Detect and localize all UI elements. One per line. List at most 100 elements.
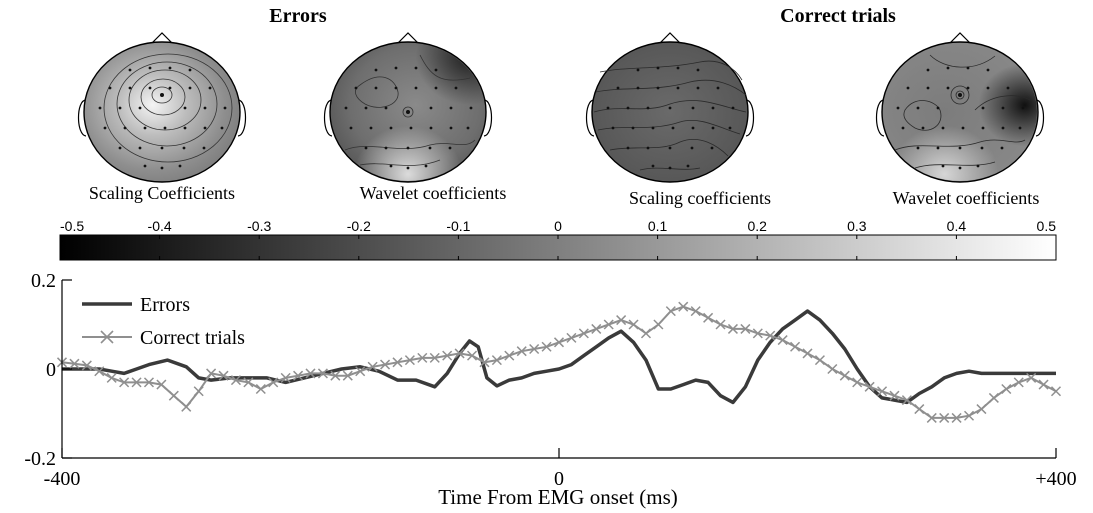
colorbar-tick-label: -0.1	[446, 218, 470, 234]
y-tick-label: 0.2	[31, 270, 56, 292]
correct-trials-point	[206, 368, 217, 379]
correct-trials-point	[976, 404, 987, 415]
line-chart: 0.20-0.2-400 0 +400 Errors Correct trials …	[24, 270, 1076, 509]
correct-trials-point	[305, 368, 316, 379]
correct-trials-point	[367, 361, 378, 372]
correct-trials-point	[864, 381, 875, 392]
correct-trials-point	[330, 370, 341, 381]
map-label-4: Wavelet coefficients	[893, 188, 1040, 208]
legend-marker-correct	[100, 330, 114, 344]
colorbar-tick-label: 0.4	[947, 218, 967, 234]
correct-trials-point	[355, 366, 366, 377]
topomap-errors-scaling	[77, 32, 247, 183]
colorbar-gradient	[59, 234, 1057, 261]
map-label-1: Scaling Coefficients	[89, 183, 235, 203]
correct-trials-point	[268, 377, 279, 388]
x-axis-label: Time From EMG onset (ms)	[438, 485, 678, 509]
correct-trials-point	[553, 337, 565, 348]
correct-trials-point	[1001, 383, 1012, 395]
correct-trials-point	[640, 328, 652, 339]
correct-trials-point	[839, 370, 850, 381]
correct-trials-point	[1013, 377, 1024, 388]
correct-trials-point	[752, 328, 763, 339]
correct-trials-point	[727, 323, 738, 334]
y-tick-label: -0.2	[24, 448, 56, 470]
correct-trials-point	[280, 372, 291, 383]
correct-trials-point	[715, 319, 726, 330]
legend: Errors Correct trials	[82, 294, 245, 349]
topomap-correct-scaling	[585, 32, 755, 183]
colorbar: -0.5 -0.4 -0.3 -0.2 -0.1 0 0.1 0.2 0.3 0.4 0.5	[59, 218, 1057, 261]
correct-trials-point	[181, 401, 192, 412]
correct-trials-point	[603, 319, 614, 330]
correct-trials-point	[1038, 379, 1049, 390]
x-tick-label: +400	[1035, 468, 1076, 490]
correct-trials-point	[429, 352, 440, 363]
correct-trials-point	[392, 357, 403, 368]
correct-trials-point	[889, 390, 900, 401]
y-tick-label: 0	[46, 359, 56, 381]
correct-trials-point	[740, 323, 751, 334]
correct-trials-point	[690, 306, 701, 317]
topomap-correct-wavelet	[875, 32, 1045, 183]
correct-trials-point	[1050, 386, 1062, 397]
correct-trials-point	[988, 392, 999, 403]
map-label-2: Wavelet coefficients	[360, 183, 507, 203]
correct-trials-point	[491, 355, 502, 366]
correct-trials-point	[69, 358, 80, 369]
correct-trials-point	[703, 312, 714, 323]
correct-trials-point	[827, 363, 838, 375]
correct-trials-point	[81, 360, 92, 371]
correct-trials-point	[404, 355, 415, 366]
colorbar-tick-label: -0.5	[60, 218, 84, 234]
correct-trials-point	[504, 350, 515, 361]
colorbar-tick-label: 0	[554, 218, 562, 234]
correct-trials-point	[119, 377, 130, 388]
series-errors-line	[62, 309, 1056, 405]
colorbar-tick-label: -0.3	[247, 218, 271, 234]
correct-trials-point	[380, 359, 391, 370]
correct-trials-point	[963, 410, 975, 421]
correct-trials-point	[230, 375, 241, 386]
correct-trials-point	[243, 377, 254, 388]
correct-trials-point	[877, 386, 888, 397]
correct-trials-point	[255, 383, 266, 395]
colorbar-tick-label: 0.1	[648, 218, 668, 234]
correct-trials-point	[566, 332, 577, 343]
correct-trials-point	[914, 404, 925, 415]
correct-trials-point	[628, 319, 639, 330]
map-label-3: Scaling coefficients	[629, 188, 771, 208]
correct-trials-point	[777, 335, 788, 346]
correct-trials-point	[951, 412, 962, 423]
correct-trials-point	[1026, 372, 1037, 383]
correct-trials-point	[665, 306, 676, 317]
correct-trials-point	[193, 386, 204, 397]
correct-trials-point	[94, 366, 105, 377]
correct-trials-point	[814, 355, 825, 366]
correct-trials-point	[143, 377, 155, 388]
colorbar-tick-label: 0.2	[747, 218, 767, 234]
correct-trials-point	[678, 301, 689, 312]
correct-trials-point	[852, 377, 863, 388]
colorbar-tick-label: 0.5	[1037, 218, 1057, 234]
correct-trials-point	[765, 330, 776, 341]
correct-trials-point	[442, 350, 453, 361]
correct-trials-point	[616, 315, 627, 326]
correct-trials-point	[790, 341, 801, 352]
correct-trials-point	[591, 323, 602, 334]
correct-trials-point	[516, 346, 527, 357]
colorbar-tick-label: -0.4	[148, 218, 172, 234]
correct-trials-point	[293, 370, 304, 381]
group-title-correct: Correct trials	[780, 5, 896, 27]
correct-trials-point	[926, 412, 937, 423]
correct-trials-point	[106, 372, 117, 383]
correct-trials-point	[342, 370, 353, 381]
colorbar-tick-label: -0.2	[347, 218, 371, 234]
correct-trials-point	[168, 390, 179, 401]
group-title-errors: Errors	[269, 5, 327, 27]
correct-trials-point	[417, 352, 428, 363]
correct-trials-point	[802, 348, 813, 359]
correct-trials-point	[466, 350, 478, 361]
correct-trials-point	[541, 341, 552, 352]
